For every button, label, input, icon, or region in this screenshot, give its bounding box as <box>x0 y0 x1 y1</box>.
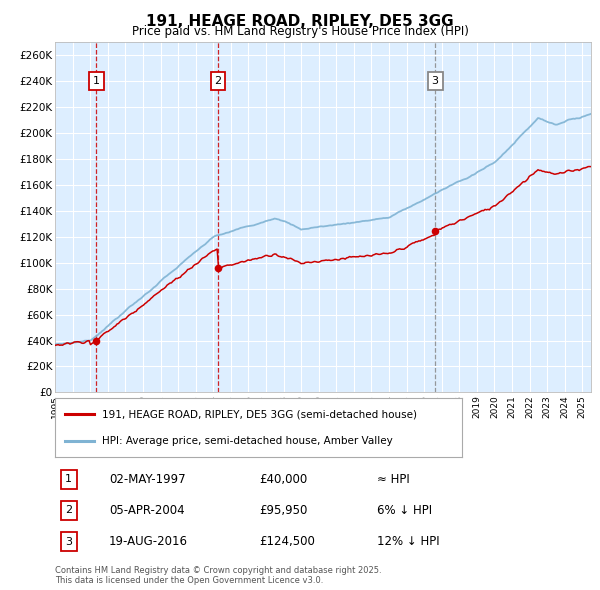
Text: 2: 2 <box>214 76 221 86</box>
Text: 6% ↓ HPI: 6% ↓ HPI <box>377 504 432 517</box>
Text: 02-MAY-1997: 02-MAY-1997 <box>109 473 185 486</box>
Text: 3: 3 <box>431 76 439 86</box>
Text: 19-AUG-2016: 19-AUG-2016 <box>109 535 188 548</box>
Text: Contains HM Land Registry data © Crown copyright and database right 2025.
This d: Contains HM Land Registry data © Crown c… <box>55 566 382 585</box>
Text: £95,950: £95,950 <box>259 504 307 517</box>
Text: 1: 1 <box>92 76 100 86</box>
Text: 05-APR-2004: 05-APR-2004 <box>109 504 184 517</box>
Text: 191, HEAGE ROAD, RIPLEY, DE5 3GG (semi-detached house): 191, HEAGE ROAD, RIPLEY, DE5 3GG (semi-d… <box>102 409 417 419</box>
Text: 12% ↓ HPI: 12% ↓ HPI <box>377 535 439 548</box>
Point <box>430 227 440 236</box>
Text: £40,000: £40,000 <box>259 473 307 486</box>
Text: Price paid vs. HM Land Registry's House Price Index (HPI): Price paid vs. HM Land Registry's House … <box>131 25 469 38</box>
Text: 3: 3 <box>65 536 72 546</box>
Point <box>213 263 223 273</box>
Point <box>91 336 101 345</box>
Text: 2: 2 <box>65 506 72 515</box>
Text: ≈ HPI: ≈ HPI <box>377 473 409 486</box>
Text: £124,500: £124,500 <box>259 535 314 548</box>
Text: HPI: Average price, semi-detached house, Amber Valley: HPI: Average price, semi-detached house,… <box>102 437 393 446</box>
Text: 191, HEAGE ROAD, RIPLEY, DE5 3GG: 191, HEAGE ROAD, RIPLEY, DE5 3GG <box>146 14 454 28</box>
Text: 1: 1 <box>65 474 72 484</box>
